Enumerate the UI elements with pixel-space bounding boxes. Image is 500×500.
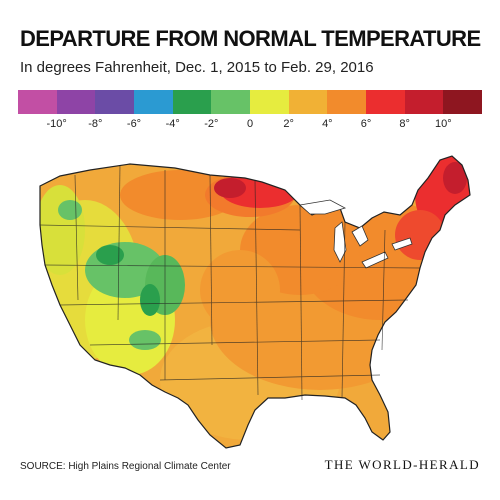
legend-swatch xyxy=(134,90,173,114)
legend-ticks: -10° -8° -6° -4° -2° 0 2° 4° 6° 8° 10° xyxy=(18,118,482,134)
legend-tick-label: -4° xyxy=(165,118,180,130)
legend-swatch xyxy=(327,90,367,114)
chart-subtitle: In degrees Fahrenheit, Dec. 1, 2015 to F… xyxy=(20,59,374,76)
legend-swatch xyxy=(211,90,251,114)
legend-tick-label: -10° xyxy=(46,118,67,130)
legend-swatch xyxy=(172,90,212,114)
legend-tick-label: -6° xyxy=(126,118,142,130)
legend-swatch xyxy=(56,90,96,114)
legend-tick-label: 6° xyxy=(360,118,372,130)
source-note: SOURCE: High Plains Regional Climate Cen… xyxy=(20,461,231,472)
chart-title: DEPARTURE FROM NORMAL TEMPERATURE xyxy=(20,26,481,51)
legend-swatch xyxy=(18,90,57,114)
legend-tick-label: -8° xyxy=(88,118,103,130)
legend-tick-label: 2° xyxy=(283,118,294,130)
legend-tick-label: -2° xyxy=(204,118,219,130)
us-temperature-map xyxy=(39,155,471,449)
legend-tick-label: 4° xyxy=(322,118,333,130)
color-legend xyxy=(18,90,483,114)
legend-swatch xyxy=(250,90,289,114)
legend-tick-label: 8° xyxy=(399,118,410,130)
legend-swatch xyxy=(404,90,444,114)
publisher-logo: THE WORLD-HERALD xyxy=(324,457,480,472)
legend-swatch xyxy=(288,90,328,114)
legend-tick-label: 0 xyxy=(246,118,254,130)
legend-swatch xyxy=(366,90,405,114)
legend-swatch xyxy=(95,90,135,114)
legend-swatch xyxy=(443,90,483,114)
legend-tick-label: 10° xyxy=(435,118,452,130)
